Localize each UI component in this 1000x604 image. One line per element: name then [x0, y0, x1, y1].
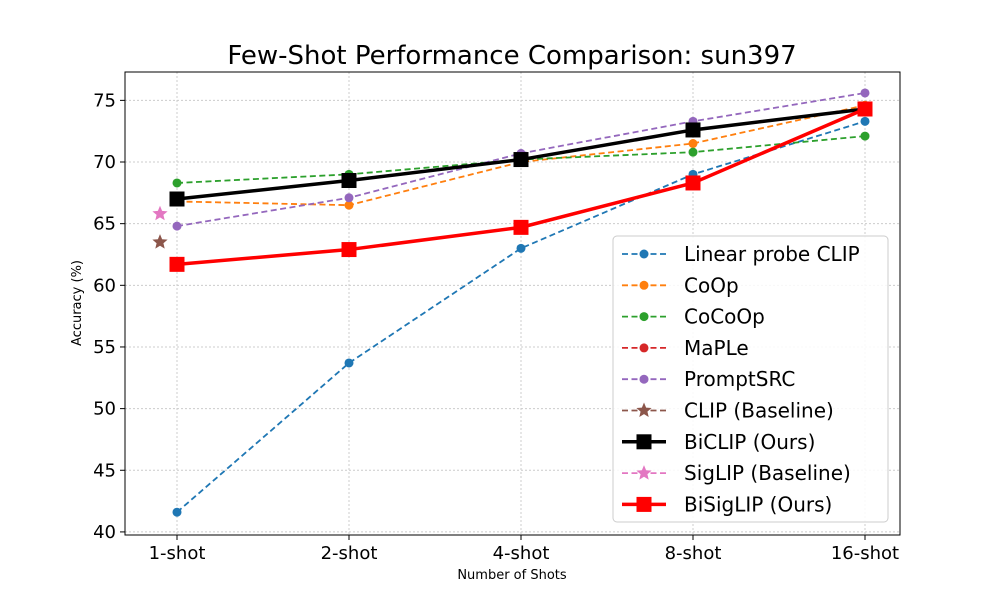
legend-entry: BiCLIP (Ours) [622, 430, 815, 454]
series-siglip-baseline- [152, 205, 168, 221]
legend-label: CLIP (Baseline) [684, 399, 834, 423]
legend-entry: CoOp [622, 273, 739, 297]
data-point [341, 242, 357, 258]
data-point [639, 374, 649, 384]
data-point [344, 193, 354, 203]
data-point [688, 139, 698, 149]
data-point [685, 122, 701, 138]
legend-entry: BiSigLIP (Ours) [622, 492, 832, 516]
legend-label: Linear probe CLIP [684, 242, 860, 266]
data-point [152, 234, 168, 249]
series-biclip-ours- [169, 101, 873, 207]
x-tick-label: 2-shot [321, 543, 378, 564]
legend-label: BiSigLIP (Ours) [684, 492, 832, 516]
chart-title: Few-Shot Performance Comparison: sun397 [227, 41, 796, 71]
series-clip-baseline- [152, 234, 168, 249]
y-tick-label: 40 [93, 522, 116, 543]
legend-entry: PromptSRC [622, 367, 795, 391]
legend-label: PromptSRC [684, 367, 795, 391]
legend: Linear probe CLIP CoOp CoCoOp MaPLe PromptSR… [612, 235, 889, 523]
y-axis-label: Accuracy (%) [70, 260, 85, 346]
legend-entry: MaPLe [622, 336, 749, 360]
data-point [172, 507, 182, 517]
y-tick-label: 55 [93, 337, 116, 358]
data-point [860, 131, 870, 141]
legend-entry: CoCoOp [622, 305, 765, 329]
data-point [860, 88, 870, 98]
data-point [639, 343, 649, 353]
data-point [639, 280, 649, 290]
legend-label: MaPLe [684, 336, 749, 360]
data-point [513, 219, 529, 235]
data-point [860, 116, 870, 126]
legend-label: CoOp [684, 273, 739, 297]
x-tick-label: 8-shot [665, 543, 722, 564]
data-point [344, 358, 354, 368]
legend-label: CoCoOp [684, 305, 765, 329]
data-point [169, 191, 185, 207]
data-point [516, 243, 526, 253]
x-axis-label: Number of Shots [457, 568, 567, 583]
y-tick-label: 60 [93, 275, 116, 296]
data-point [513, 152, 529, 168]
data-point [639, 249, 649, 259]
y-tick-label: 65 [93, 214, 116, 235]
x-tick-label: 1-shot [149, 543, 206, 564]
data-point [636, 402, 652, 417]
data-point [172, 178, 182, 188]
legend-label: SigLIP (Baseline) [684, 461, 851, 485]
y-tick-label: 75 [93, 90, 116, 111]
series-bisiglip-ours- [169, 101, 873, 272]
data-point [688, 147, 698, 157]
data-point [685, 175, 701, 191]
y-tick-label: 50 [93, 399, 116, 420]
data-point [341, 173, 357, 189]
data-point [636, 465, 652, 480]
y-tick-label: 70 [93, 152, 116, 173]
data-point [169, 256, 185, 272]
data-point [152, 205, 168, 221]
legend-entry: Linear probe CLIP [622, 242, 860, 266]
y-tick-label: 45 [93, 460, 116, 481]
data-point [636, 434, 652, 450]
legend-entry: CLIP (Baseline) [622, 399, 834, 423]
series-line [176, 104, 866, 207]
legend-entry: SigLIP (Baseline) [622, 461, 851, 485]
legend-label: BiCLIP (Ours) [684, 430, 815, 454]
series-linear-probe-clip [172, 116, 870, 517]
x-tick-label: 4-shot [493, 543, 550, 564]
legend-box [612, 235, 889, 523]
data-point [172, 221, 182, 231]
data-point [636, 496, 652, 512]
data-point [344, 200, 354, 210]
x-tick-label: 16-shot [831, 543, 899, 564]
data-point [857, 101, 873, 117]
plot-frame [124, 71, 901, 536]
data-point [639, 312, 649, 322]
